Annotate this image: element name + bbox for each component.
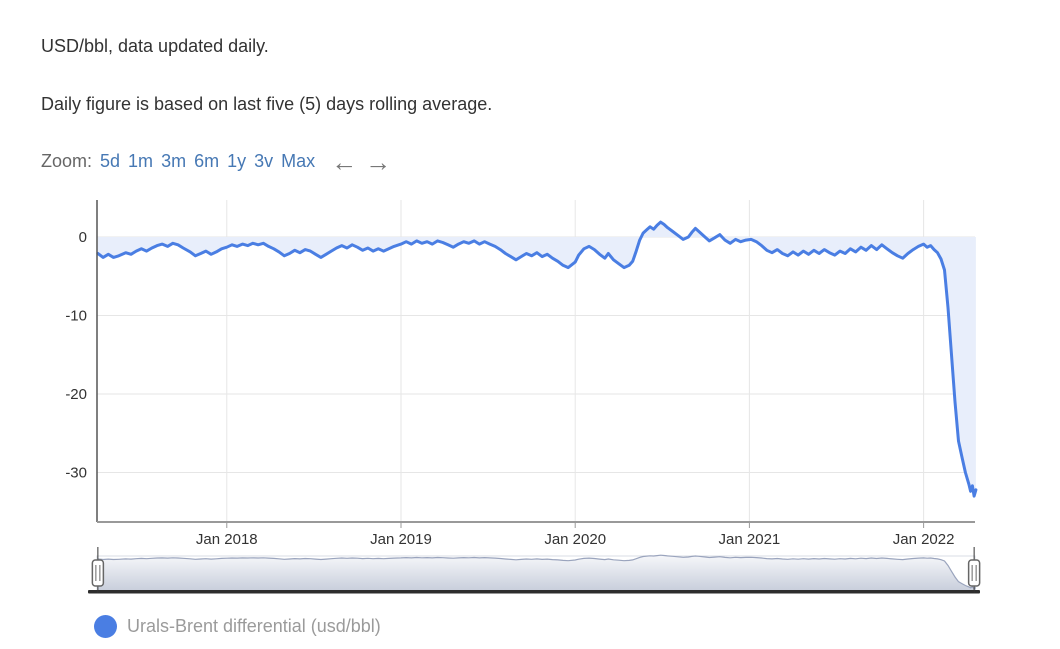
range-button-3m[interactable]: 3m: [161, 151, 187, 171]
navigator-scrollbar[interactable]: [88, 590, 980, 594]
series-area-fill: [97, 222, 976, 497]
range-button-1y[interactable]: 1y: [227, 151, 247, 171]
y-axis-label: -30: [65, 465, 87, 482]
x-axis-label: Jan 2018: [196, 531, 258, 548]
legend-item[interactable]: Urals-Brent differential (usd/bbl): [94, 615, 381, 638]
range-button-1m[interactable]: 1m: [128, 151, 154, 171]
x-axis-label: Jan 2021: [719, 531, 781, 548]
x-axis-label: Jan 2022: [893, 531, 955, 548]
navigator-handle-left[interactable]: [91, 559, 105, 587]
legend-label: Urals-Brent differential (usd/bbl): [127, 616, 381, 636]
navigator-handle-right[interactable]: [967, 559, 981, 587]
range-selector-label: Zoom:: [41, 151, 93, 171]
pan-left-arrow-icon[interactable]: ←: [331, 146, 358, 177]
y-axis-label: 0: [79, 229, 87, 246]
y-axis-label: -20: [65, 386, 87, 403]
x-axis-label: Jan 2020: [544, 531, 606, 548]
chart-subtitle: Daily figure is based on last five (5) d…: [41, 94, 493, 114]
pan-right-arrow-icon[interactable]: →: [365, 146, 392, 177]
range-button-5d[interactable]: 5d: [100, 151, 121, 171]
x-axis-label: Jan 2019: [370, 531, 432, 548]
range-buttons: 5d 1m 3m 6m 1y 3v Max: [100, 151, 323, 172]
chart-title: USD/bbl, data updated daily.: [41, 36, 269, 56]
y-axis-label: -10: [65, 308, 87, 325]
range-button-3v[interactable]: 3v: [254, 151, 274, 171]
navigator-series-line: [97, 554, 977, 590]
range-selector: Zoom: 5d 1m 3m 6m 1y 3v Max ← →: [41, 146, 392, 177]
series-marker-icon: [94, 615, 117, 638]
navigator-area-fill: [97, 555, 976, 590]
range-button-6m[interactable]: 6m: [194, 151, 220, 171]
range-button-max[interactable]: Max: [281, 151, 316, 171]
series-line: [96, 220, 978, 498]
